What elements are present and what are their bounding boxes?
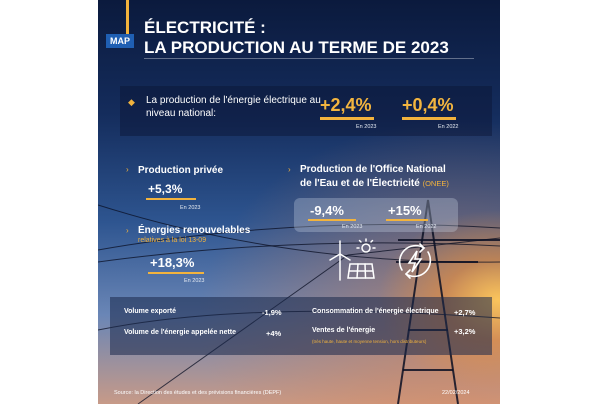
onee-value-2022: +15% [388, 203, 422, 218]
private-production-value: +5,3% [148, 182, 183, 196]
page-title-line2: LA PRODUCTION AU TERME DE 2023 [144, 38, 449, 57]
source-note: Source: la Direction des études et des p… [114, 390, 282, 396]
onee-value-2023: -9,4% [310, 203, 344, 218]
national-value-2022-underline [402, 117, 456, 120]
national-value-2022: +0,4% [402, 95, 454, 115]
renewables-sub-label: relatives à la loi 13-09 [138, 237, 207, 244]
export-label: Volume exporté [124, 308, 176, 315]
private-production-underline [146, 198, 196, 200]
chevron-right-icon: › [288, 165, 291, 174]
national-value-2023-underline [320, 117, 374, 120]
diamond-bullet-icon: ◆ [128, 97, 135, 107]
national-value-2023: +2,4% [320, 95, 372, 115]
infographic-poster: MAP ÉLECTRICITÉ : LA PRODUCTION AU TERME… [98, 0, 500, 404]
net-energy-label: Volume de l'énergie appelée nette [124, 329, 237, 336]
electricity-bolt-icon [398, 243, 432, 279]
onee-caption-2023: En 2023 [342, 224, 363, 230]
renewables-underline [148, 272, 204, 274]
renewable-energy-icon [329, 238, 376, 281]
onee-value-2023-underline [308, 219, 356, 221]
consumption-value: +2,7% [454, 308, 476, 317]
private-production-caption: En 2023 [180, 205, 201, 211]
onee-caption-2022: En 2022 [416, 224, 437, 230]
title-accent-bar [126, 0, 129, 34]
map-logo: MAP [106, 34, 134, 48]
chevron-right-icon: › [126, 226, 129, 235]
national-production-panel [120, 86, 492, 136]
national-production-label: La production de l'énergie électrique au… [146, 95, 321, 119]
export-value: -1,9% [262, 308, 282, 317]
publication-date: 22/02/2024 [442, 390, 470, 396]
sales-note: (très haute, haute et moyenne tension, h… [312, 339, 427, 344]
onee-values-panel [294, 198, 458, 232]
onee-value-2022-underline [386, 219, 428, 221]
chevron-right-icon: › [126, 165, 129, 174]
onee-tag: (ONEE) [422, 179, 449, 188]
consumption-label: Consommation de l'énergie électrique [312, 308, 439, 315]
title-divider [144, 58, 474, 59]
national-caption-2022: En 2022 [438, 124, 459, 130]
onee-label-line2: de l'Eau et de l'Électricité (ONEE) [300, 178, 449, 189]
sales-value: +3,2% [454, 327, 476, 336]
national-caption-2023: En 2023 [356, 124, 377, 130]
metrics-panel [110, 297, 492, 355]
renewables-value: +18,3% [150, 255, 195, 270]
renewables-label: Énergies renouvelables [138, 225, 251, 236]
onee-label-line1: Production de l'Office National [300, 164, 446, 175]
page-title-line1: ÉLECTRICITÉ : [144, 18, 266, 37]
net-energy-value: +4% [266, 329, 282, 338]
private-production-label: Production privée [138, 165, 224, 176]
renewables-caption: En 2023 [184, 278, 205, 284]
sales-label: Ventes de l'énergie [312, 327, 376, 334]
